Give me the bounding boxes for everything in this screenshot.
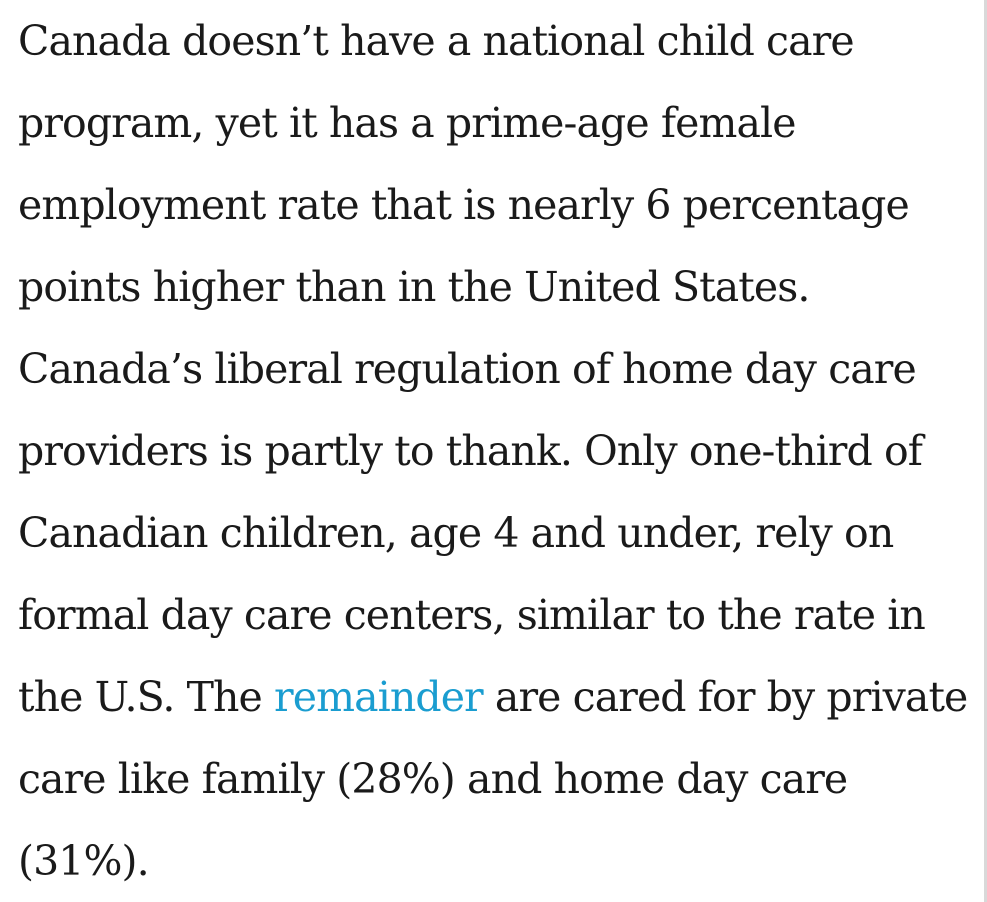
text-line: care like family (28%) and home day care	[18, 755, 848, 803]
text-segment: the U.S. The	[18, 673, 275, 721]
page-edge-divider	[984, 0, 987, 902]
remainder-link[interactable]: remainder	[274, 673, 484, 721]
text-line: Canadian children, age 4 and under, rely…	[18, 509, 894, 557]
text-line: formal day care centers, similar to the …	[18, 591, 926, 639]
text-line-with-link: the U.S. The remainder are cared for by …	[18, 656, 983, 738]
text-line: Canada doesn’t have a national child car…	[18, 17, 855, 65]
text-line: Canada’s liberal regulation of home day …	[18, 345, 917, 393]
text-line: (31%).	[18, 837, 150, 885]
text-line: points higher than in the United States.	[18, 263, 810, 311]
text-segment: are cared for by private	[482, 673, 968, 721]
text-line: providers is partly to thank. Only one-t…	[18, 427, 923, 475]
text-line: program, yet it has a prime-age female	[18, 99, 796, 147]
text-line: employment rate that is nearly 6 percent…	[18, 181, 910, 229]
article-paragraph: Canada doesn’t have a national child car…	[18, 0, 983, 902]
